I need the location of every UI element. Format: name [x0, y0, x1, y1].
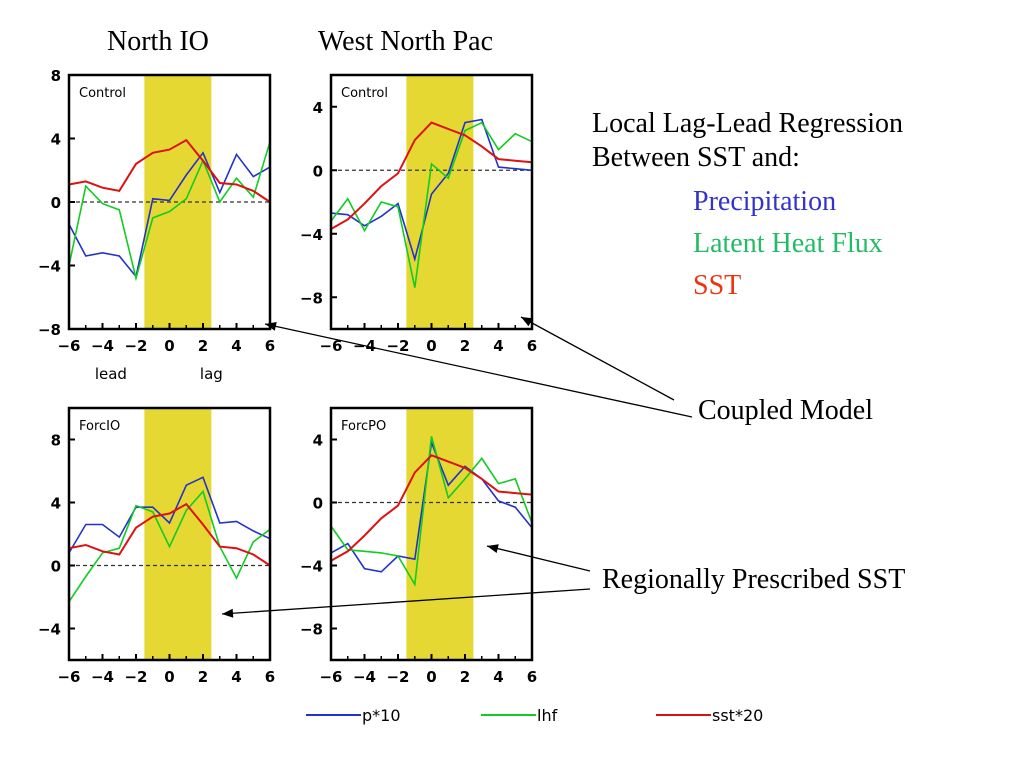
arrow-prescribed-north-io-head: [222, 608, 234, 618]
x-tick-label: 4: [231, 337, 241, 355]
legend-label-sst: sst*20: [712, 706, 763, 725]
x-tick-label: −4: [353, 668, 376, 686]
arrow-coupled-west-north-pac: [520, 316, 675, 401]
x-tick-label: 0: [164, 668, 174, 686]
y-tick-label: 4: [313, 99, 323, 117]
lead-label: lead: [95, 365, 127, 383]
panel-1: Control −6 −4 −2 0 2 4 6 −8 −4 0 4 8 lead lag: [38, 67, 275, 383]
y-tick-label: −4: [300, 226, 323, 244]
y-tick-label: 0: [51, 194, 61, 212]
series-line-lhf: [330, 436, 533, 587]
x-tick-label: −4: [91, 337, 114, 355]
y-tick-label: −4: [38, 621, 61, 639]
regionally-prescribed-label: Regionally Prescribed SST: [602, 564, 906, 595]
series-line-lhf: [330, 121, 533, 288]
y-tick-label: 4: [51, 131, 61, 149]
column-title-north-io: North IO: [107, 26, 209, 57]
x-tick-label: 6: [265, 337, 275, 355]
panel-label: Control: [79, 86, 126, 101]
series-line-p: [68, 151, 271, 279]
x-tick-label: 6: [527, 337, 537, 355]
x-tick-label: −2: [124, 337, 147, 355]
annotation-sst: SST: [693, 270, 742, 301]
y-tick-label: 8: [51, 432, 61, 450]
x-tick-label: 2: [460, 668, 470, 686]
arrow-coupled-west-north-pac-head: [521, 317, 533, 327]
x-tick-label: −2: [386, 668, 409, 686]
shaded-region: [406, 408, 474, 660]
column-title-west-north-pac: West North Pac: [318, 26, 494, 57]
x-tick-label: 6: [265, 668, 275, 686]
panel-label: Control: [341, 86, 388, 101]
x-tick-label: −4: [91, 668, 114, 686]
x-tick-label: 2: [198, 668, 208, 686]
panel-label: ForcPO: [341, 419, 386, 434]
x-tick-label: 2: [198, 337, 208, 355]
annotation-title-line1: Local Lag-Lead Regression: [592, 108, 903, 139]
x-tick-label: 0: [426, 337, 436, 355]
legend: p*10 lhf sst*20: [306, 706, 763, 725]
y-tick-label: 0: [313, 162, 323, 180]
y-tick-label: 0: [313, 495, 323, 513]
y-tick-label: 4: [313, 432, 323, 450]
y-tick-label: 4: [51, 495, 61, 513]
x-tick-label: 4: [493, 337, 503, 355]
legend-label-lhf: lhf: [537, 706, 558, 725]
panel-3: ForcIO −6 −4 −2 0 2 4 6 −4 0 4 8: [38, 406, 275, 686]
x-tick-label: −6: [319, 668, 342, 686]
x-tick-label: 6: [527, 668, 537, 686]
series-line-sst: [68, 502, 271, 567]
arrow-prescribed-west-north-pac: [486, 545, 591, 572]
panel-4: ForcPO −6 −4 −2 0 2 4 6 −8 −4 0 4: [300, 406, 537, 686]
x-tick-label: 2: [460, 337, 470, 355]
arrow-coupled-north-io: [264, 323, 693, 418]
arrow-prescribed-north-io: [221, 588, 591, 615]
y-tick-label: −8: [300, 621, 323, 639]
legend-label-p: p*10: [362, 706, 401, 725]
annotation-title-line2: Between SST and:: [592, 142, 800, 173]
y-tick-label: −4: [38, 258, 61, 276]
x-tick-label: 4: [231, 668, 241, 686]
arrow-coupled-north-io-head: [265, 321, 277, 331]
arrow-prescribed-west-north-pac-head: [487, 544, 499, 553]
series-line-sst: [330, 454, 533, 562]
annotation-latent-heat-flux: Latent Heat Flux: [693, 228, 883, 259]
series-line-lhf: [68, 489, 271, 603]
series-line-sst: [68, 138, 271, 203]
x-tick-label: −2: [386, 337, 409, 355]
x-tick-label: −6: [319, 337, 342, 355]
shaded-region: [144, 408, 212, 660]
y-tick-label: 0: [51, 558, 61, 576]
series-line-p: [330, 118, 533, 263]
lag-label: lag: [200, 365, 223, 383]
series-line-sst: [330, 121, 533, 230]
x-tick-label: 0: [164, 337, 174, 355]
annotation-arrows: [221, 316, 693, 618]
x-tick-label: 4: [493, 668, 503, 686]
coupled-model-label: Coupled Model: [698, 395, 873, 426]
y-tick-label: 8: [51, 67, 61, 85]
x-tick-label: −2: [124, 668, 147, 686]
series-line-p: [68, 476, 271, 554]
annotation-precipitation: Precipitation: [693, 186, 837, 217]
shaded-region: [406, 75, 474, 329]
x-tick-label: −6: [57, 337, 80, 355]
x-tick-label: −6: [57, 668, 80, 686]
y-tick-label: −8: [38, 321, 61, 339]
series-line-lhf: [68, 141, 271, 282]
y-tick-label: −4: [300, 558, 323, 576]
panel-label: ForcIO: [79, 419, 120, 434]
x-tick-label: 0: [426, 668, 436, 686]
y-tick-label: −8: [300, 289, 323, 307]
